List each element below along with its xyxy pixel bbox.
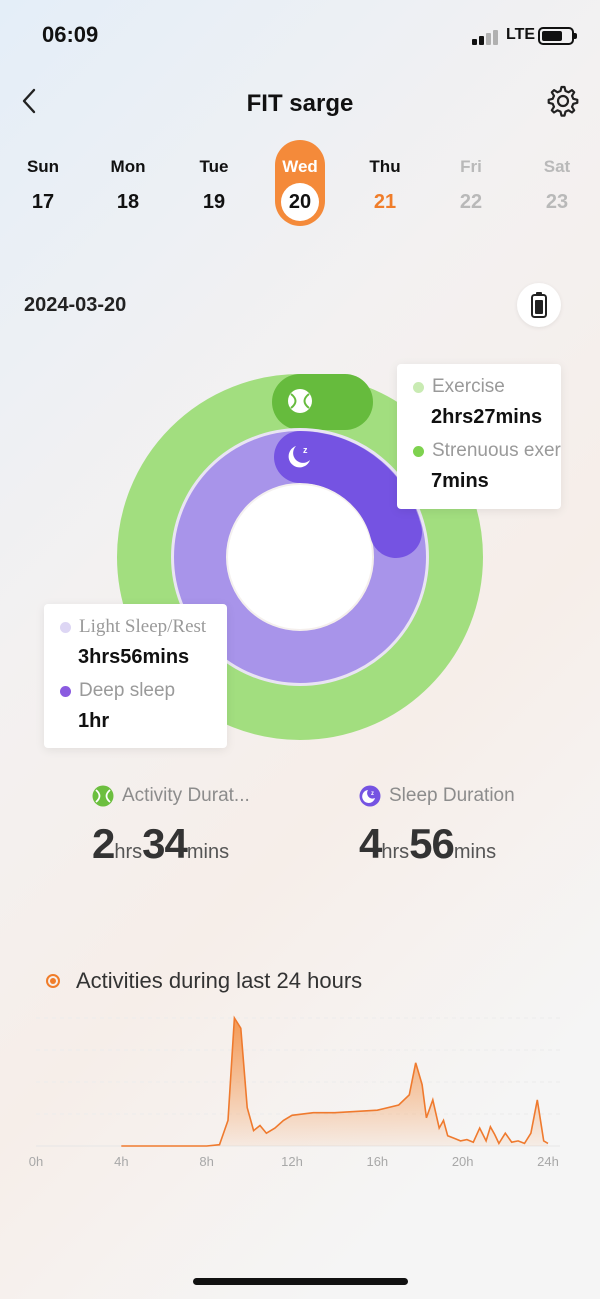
selected-date: 2024-03-20 — [24, 294, 127, 316]
day-thu[interactable]: Thu 21 — [360, 140, 410, 226]
x-tick-label: 20h — [452, 1154, 474, 1169]
light-sleep-label: Light Sleep/Rest — [79, 616, 207, 637]
activity-hours: 2 — [92, 820, 115, 867]
header: FIT sarge — [0, 80, 600, 124]
day-date: 22 — [459, 191, 483, 213]
light-sleep-value: 3hrs56mins — [78, 646, 190, 668]
activity-hours-unit: hrs — [114, 841, 143, 863]
cellular-signal-icon — [472, 29, 500, 45]
activities-chart: 0h 4h 8h 12h 16h 20h 24h — [29, 1015, 560, 1169]
moon-icon: z — [359, 785, 381, 807]
chevron-left-icon — [22, 88, 36, 114]
activities-header: Activities during last 24 hours — [46, 968, 362, 994]
activity-stat: Activity Durat... 2hrs34mins — [92, 780, 250, 868]
activities-title: Activities during last 24 hours — [76, 968, 363, 993]
gear-icon — [547, 85, 579, 117]
day-name: Sun — [26, 157, 60, 176]
x-axis-ticks: 0h 4h 8h 12h 16h 20h 24h — [29, 1154, 559, 1169]
activity-area — [121, 1018, 549, 1146]
back-button[interactable] — [18, 84, 48, 118]
sleep-stat-label: Sleep Duration — [389, 785, 515, 806]
sleep-mins: 56 — [409, 820, 455, 867]
x-tick-label: 12h — [281, 1154, 303, 1169]
day-date: 21 — [373, 191, 397, 213]
day-name: Sat — [543, 157, 571, 176]
sleep-tooltip: Light Sleep/Rest 3hrs56mins Deep sleep 1… — [44, 604, 227, 748]
moon-icon: z — [288, 445, 310, 468]
day-name: Mon — [110, 157, 146, 176]
day-date: 18 — [116, 191, 140, 213]
activity-stat-label: Activity Durat... — [122, 785, 250, 806]
activities-dot-icon — [46, 974, 60, 988]
week-selector: Sun 17 Mon 18 Tue 19 Wed 20 Thu 21 Fri 2… — [0, 140, 600, 230]
status-bar: 06:09 LTE — [0, 0, 600, 70]
activity-mins: 34 — [142, 820, 188, 867]
deep-sleep-arc — [274, 431, 422, 558]
day-tue[interactable]: Tue 19 — [189, 140, 239, 226]
page-title: FIT sarge — [246, 90, 354, 117]
day-date: 19 — [202, 191, 226, 213]
exercise-value: 2hrs27mins — [431, 406, 543, 428]
svg-text:z: z — [303, 445, 308, 455]
activity-stat-header: Activity Durat... — [92, 780, 250, 812]
tennis-ball-icon — [288, 389, 312, 413]
deep-sleep-dot — [60, 685, 71, 697]
sleep-stat: z Sleep Duration 4hrs56mins — [359, 780, 515, 868]
activity-tooltip: Exercise 2hrs27mins Strenuous exercise 7… — [397, 364, 561, 509]
x-tick-label: 4h — [114, 1154, 128, 1169]
sleep-hours: 4 — [359, 820, 382, 867]
x-tick-label: 24h — [537, 1154, 559, 1169]
day-date: 17 — [31, 191, 55, 213]
day-fri[interactable]: Fri 22 — [446, 140, 496, 226]
day-wed-selected[interactable]: Wed 20 — [275, 140, 325, 226]
sleep-stat-value: 4hrs56mins — [359, 820, 515, 868]
strenuous-label: Strenuous exercise — [432, 440, 561, 461]
sleep-stat-header: z Sleep Duration — [359, 780, 515, 812]
deep-sleep-legend: Deep sleep — [60, 678, 227, 704]
status-time: 06:09 — [42, 22, 99, 47]
exercise-dot — [413, 381, 424, 393]
battery-device-icon — [531, 292, 547, 318]
day-date: 20 — [281, 183, 319, 221]
day-name: Wed — [282, 157, 318, 176]
sleep-hours-unit: hrs — [381, 841, 410, 863]
svg-text:z: z — [371, 791, 374, 797]
exercise-legend: Exercise — [413, 374, 561, 400]
day-name: Tue — [199, 157, 229, 176]
day-sun[interactable]: Sun 17 — [18, 140, 68, 226]
x-tick-label: 16h — [366, 1154, 388, 1169]
deep-sleep-label: Deep sleep — [79, 680, 176, 701]
day-name: Thu — [369, 157, 401, 176]
strenuous-dot — [413, 445, 424, 457]
day-name: Fri — [460, 157, 482, 176]
device-button[interactable] — [517, 283, 561, 327]
network-type: LTE — [506, 26, 536, 43]
ring-center — [228, 485, 372, 629]
light-sleep-dot — [60, 621, 71, 633]
ring-separator — [171, 428, 429, 686]
day-mon[interactable]: Mon 18 — [103, 140, 153, 226]
tennis-ball-icon — [92, 785, 114, 807]
activity-stat-value: 2hrs34mins — [92, 820, 250, 868]
deep-sleep-value: 1hr — [78, 710, 110, 732]
day-sat[interactable]: Sat 23 — [532, 140, 582, 226]
strenuous-value: 7mins — [431, 470, 489, 492]
settings-button[interactable] — [546, 84, 580, 118]
battery-icon — [538, 27, 577, 45]
light-sleep-legend: Light Sleep/Rest — [60, 614, 227, 640]
duration-rings: z Exercise 2hrs27mins Strenuous exercise… — [0, 340, 600, 780]
rings-chart: z — [117, 374, 483, 740]
duration-stats: Activity Durat... 2hrs34mins z Sleep Dur… — [0, 780, 600, 870]
x-tick-label: 8h — [199, 1154, 213, 1169]
activity-line — [121, 1015, 549, 1147]
activity-mins-unit: mins — [186, 841, 230, 863]
day-date: 23 — [545, 191, 569, 213]
x-tick-label: 0h — [29, 1154, 43, 1169]
sleep-mins-unit: mins — [453, 841, 497, 863]
home-indicator[interactable] — [193, 1278, 408, 1285]
strenuous-legend: Strenuous exercise — [413, 438, 561, 464]
exercise-label: Exercise — [432, 376, 505, 397]
